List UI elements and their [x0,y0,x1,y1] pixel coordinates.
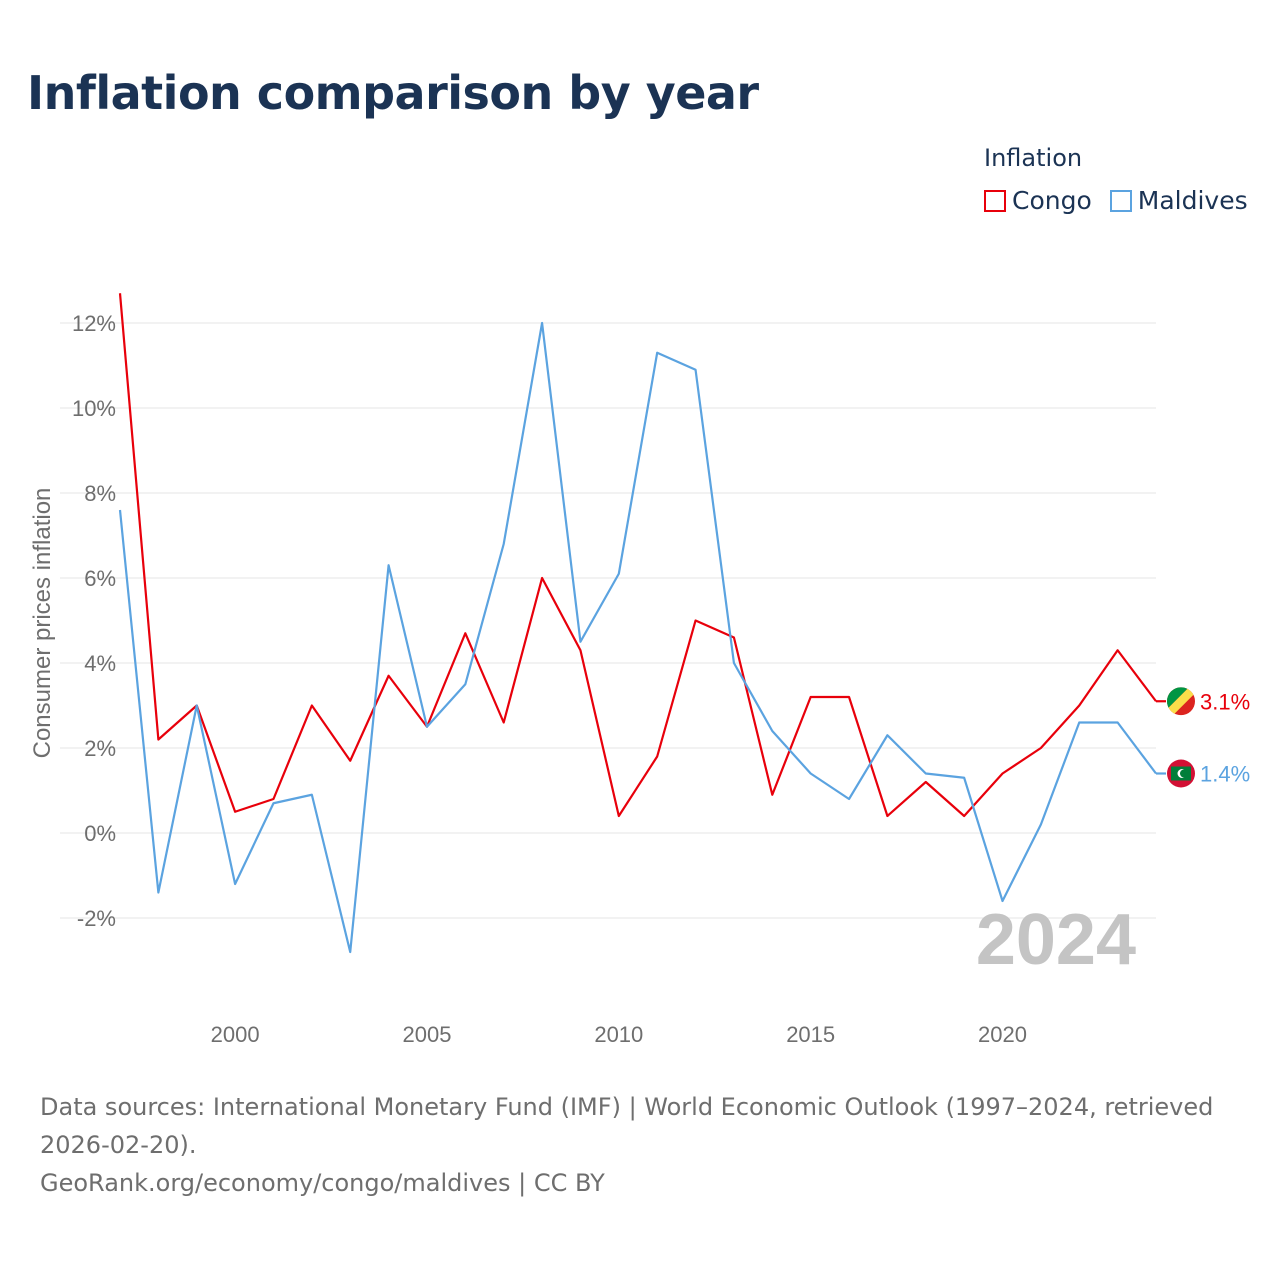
legend: Congo Maldives [984,186,1248,215]
flag-part [1180,769,1188,778]
y-tick-label: 2% [84,736,116,761]
series-line-maldives [118,321,1157,954]
x-tick-label: 2015 [786,1022,835,1047]
legend-label-maldives: Maldives [1137,186,1248,215]
line-chart: -2% 0% 2% 4% 6% 8% 10% 12% 2000 2005 2010 2015 2020 C… [29,293,1250,1047]
y-tick-label: 6% [84,566,116,591]
x-tick-label: 2005 [402,1022,451,1047]
year-annotation: 2024 [976,900,1136,980]
chart-title: Inflation comparison by year [27,66,759,120]
y-axis-label: Consumer prices inflation [29,488,56,759]
flag-part [1167,687,1195,716]
series-line-congo [118,293,1157,818]
legend-label-congo: Congo [1012,186,1092,215]
end-value-label-congo: 3.1% [1200,689,1250,714]
x-tick-label: 2010 [594,1022,643,1047]
legend-swatch-maldives [1109,189,1132,212]
y-tick-label: 8% [84,481,116,506]
end-value-label-maldives: 1.4% [1200,762,1250,787]
y-tick-label: 0% [84,821,116,846]
legend-swatch-congo [984,189,1006,212]
y-tick-label: 12% [72,311,116,336]
credit-link[interactable]: GeoRank.org/economy/congo/maldives | CC … [40,1169,605,1197]
x-tick-label: 2020 [978,1022,1027,1047]
y-tick-label: 4% [84,651,116,676]
legend-item-maldives[interactable]: Maldives [1109,186,1248,215]
maldives-flag-icon [1167,759,1195,788]
legend-item-congo[interactable]: Congo [984,186,1092,215]
congo-flag-icon [1167,687,1195,716]
x-tick-label: 2000 [211,1022,260,1047]
footer: Data sources: International Monetary Fun… [40,1088,1250,1202]
y-tick-label: -2% [77,906,116,931]
y-tick-label: 10% [72,396,116,421]
data-sources: Data sources: International Monetary Fun… [40,1093,1214,1159]
legend-title: Inflation [984,144,1083,172]
